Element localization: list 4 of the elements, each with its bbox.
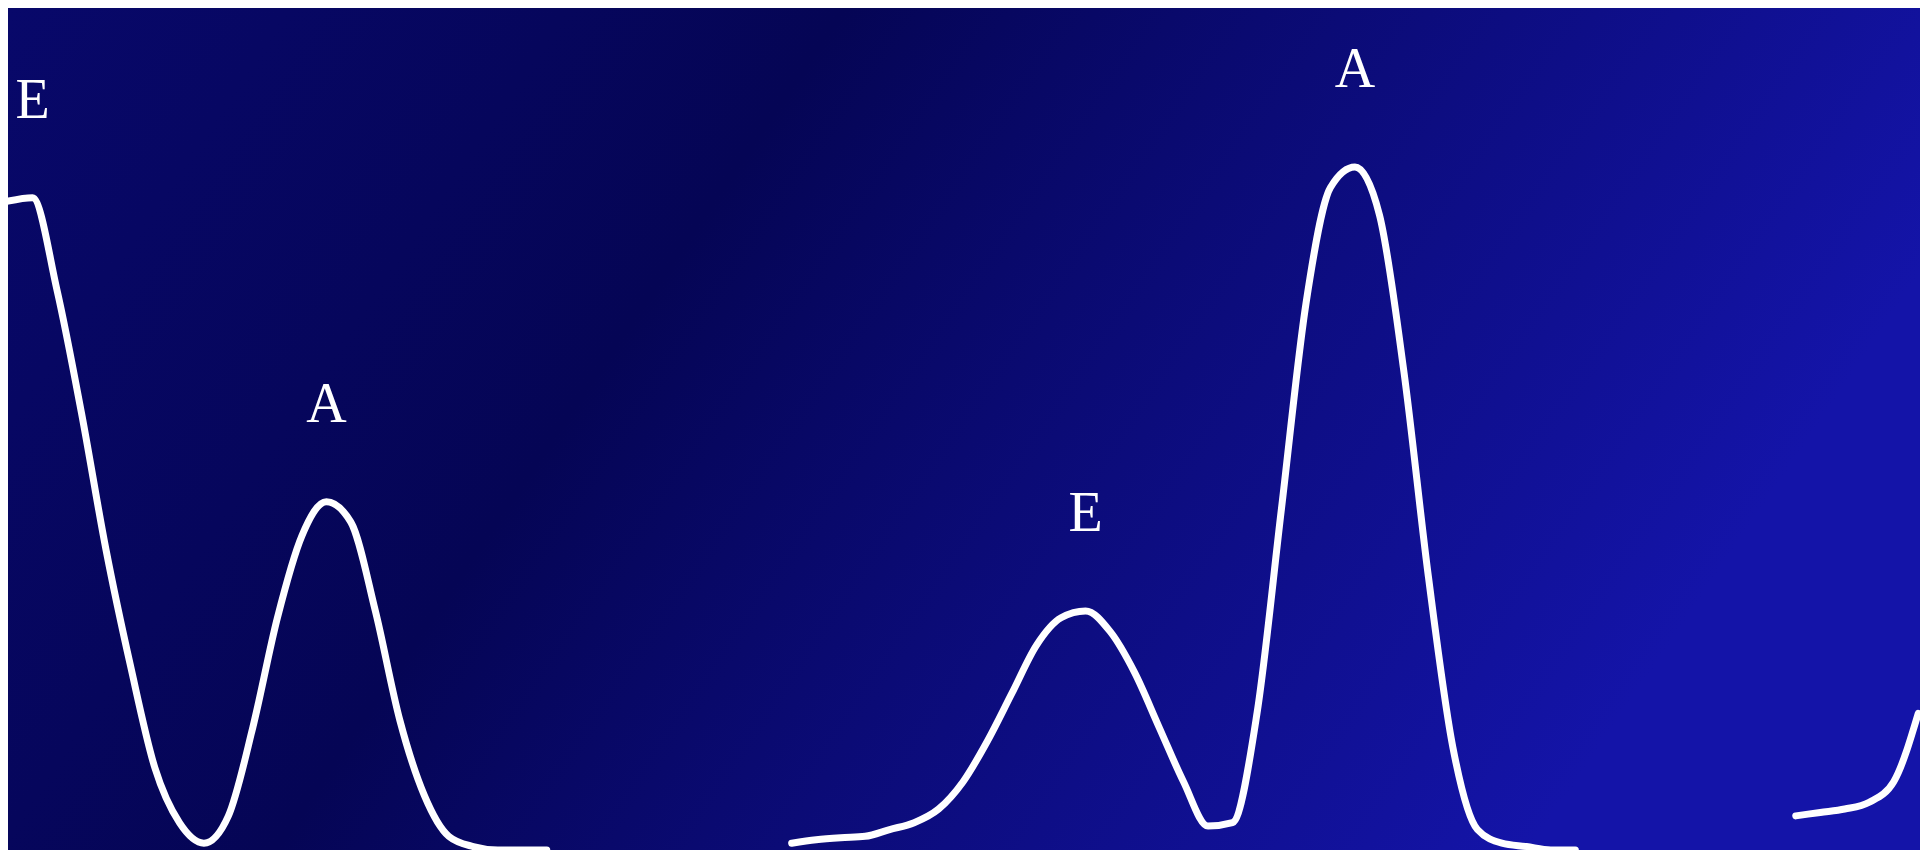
text: E bbox=[15, 67, 50, 130]
annotation: A bbox=[306, 371, 348, 434]
text: A bbox=[1334, 37, 1376, 99]
annotation: E bbox=[1068, 480, 1103, 543]
